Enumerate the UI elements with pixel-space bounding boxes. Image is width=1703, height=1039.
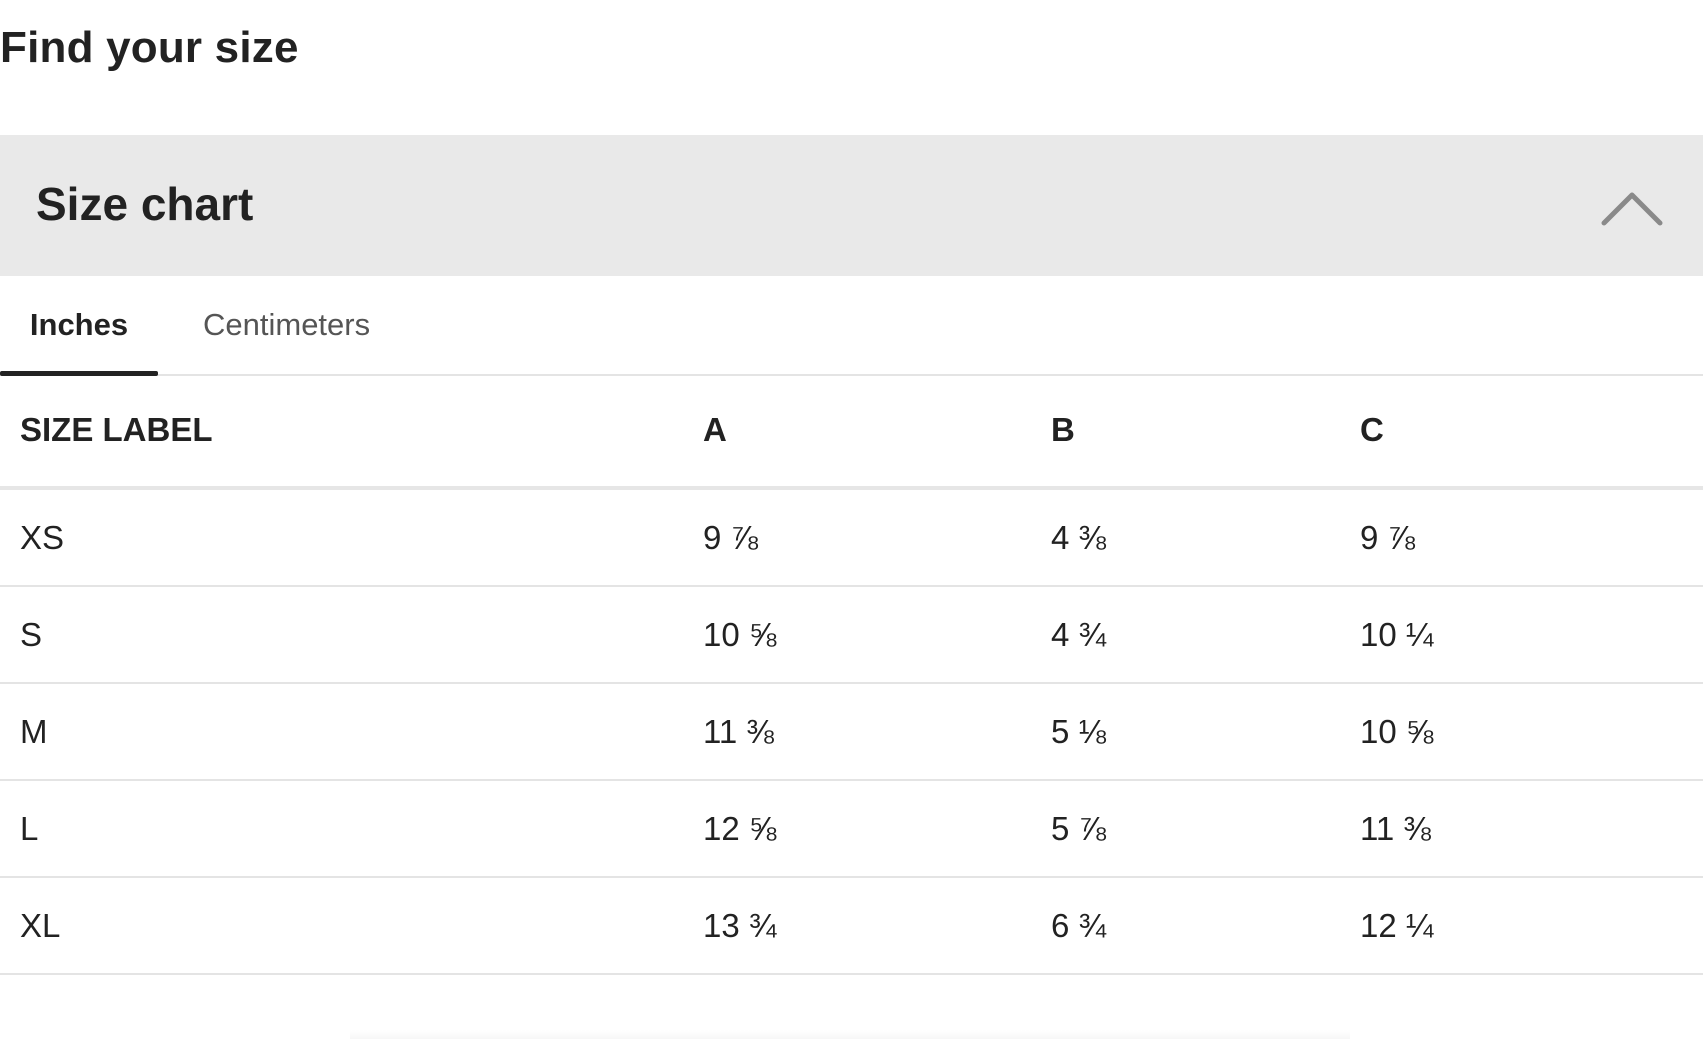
- column-header-size-label: SIZE LABEL: [0, 374, 703, 490]
- page-title: Find your size: [0, 23, 299, 72]
- measurement-c-cell: 10 ¼: [1360, 586, 1703, 684]
- table-row: M 11 ⅜ 5 ⅛ 10 ⅝: [0, 683, 1703, 781]
- measurement-c-cell: 12 ¼: [1360, 877, 1703, 975]
- size-label-cell: XL: [0, 877, 703, 975]
- measurement-b-cell: 4 ¾: [1051, 586, 1360, 684]
- measurement-b-cell: 5 ⅛: [1051, 683, 1360, 781]
- table-row: XS 9 ⅞ 4 ⅜ 9 ⅞: [0, 488, 1703, 587]
- table-row: L 12 ⅝ 5 ⅞ 11 ⅜: [0, 780, 1703, 878]
- measurement-a-cell: 9 ⅞: [703, 488, 1051, 587]
- size-label-cell: S: [0, 586, 703, 684]
- table-header-row: SIZE LABEL A B C: [0, 374, 1703, 490]
- column-header-a: A: [703, 374, 1051, 490]
- measurement-a-cell: 13 ¾: [703, 877, 1051, 975]
- table-row: XL 13 ¾ 6 ¾ 12 ¼: [0, 877, 1703, 975]
- measurement-a-cell: 10 ⅝: [703, 586, 1051, 684]
- measurement-c-cell: 9 ⅞: [1360, 488, 1703, 587]
- unit-tabs: Inches Centimeters: [0, 276, 1703, 376]
- size-chart-accordion-header[interactable]: Size chart: [0, 135, 1703, 276]
- accordion-title: Size chart: [36, 178, 254, 230]
- measurement-b-cell: 4 ⅜: [1051, 488, 1360, 587]
- measurement-b-cell: 6 ¾: [1051, 877, 1360, 975]
- table-row: S 10 ⅝ 4 ¾ 10 ¼: [0, 586, 1703, 684]
- measurement-b-cell: 5 ⅞: [1051, 780, 1360, 878]
- measurement-a-cell: 12 ⅝: [703, 780, 1051, 878]
- size-label-cell: M: [0, 683, 703, 781]
- measurement-c-cell: 11 ⅜: [1360, 780, 1703, 878]
- measurement-a-cell: 11 ⅜: [703, 683, 1051, 781]
- measurement-c-cell: 10 ⅝: [1360, 683, 1703, 781]
- column-header-c: C: [1360, 374, 1703, 490]
- column-header-b: B: [1051, 374, 1360, 490]
- chevron-up-icon[interactable]: [1600, 185, 1664, 229]
- tab-centimeters[interactable]: Centimeters: [203, 307, 371, 342]
- tab-inches[interactable]: Inches: [0, 276, 158, 376]
- size-table: SIZE LABEL A B C XS 9 ⅞ 4 ⅜ 9 ⅞ S 10 ⅝ 4…: [0, 374, 1703, 975]
- size-label-cell: L: [0, 780, 703, 878]
- content-divider: [350, 1030, 1350, 1039]
- size-label-cell: XS: [0, 488, 703, 587]
